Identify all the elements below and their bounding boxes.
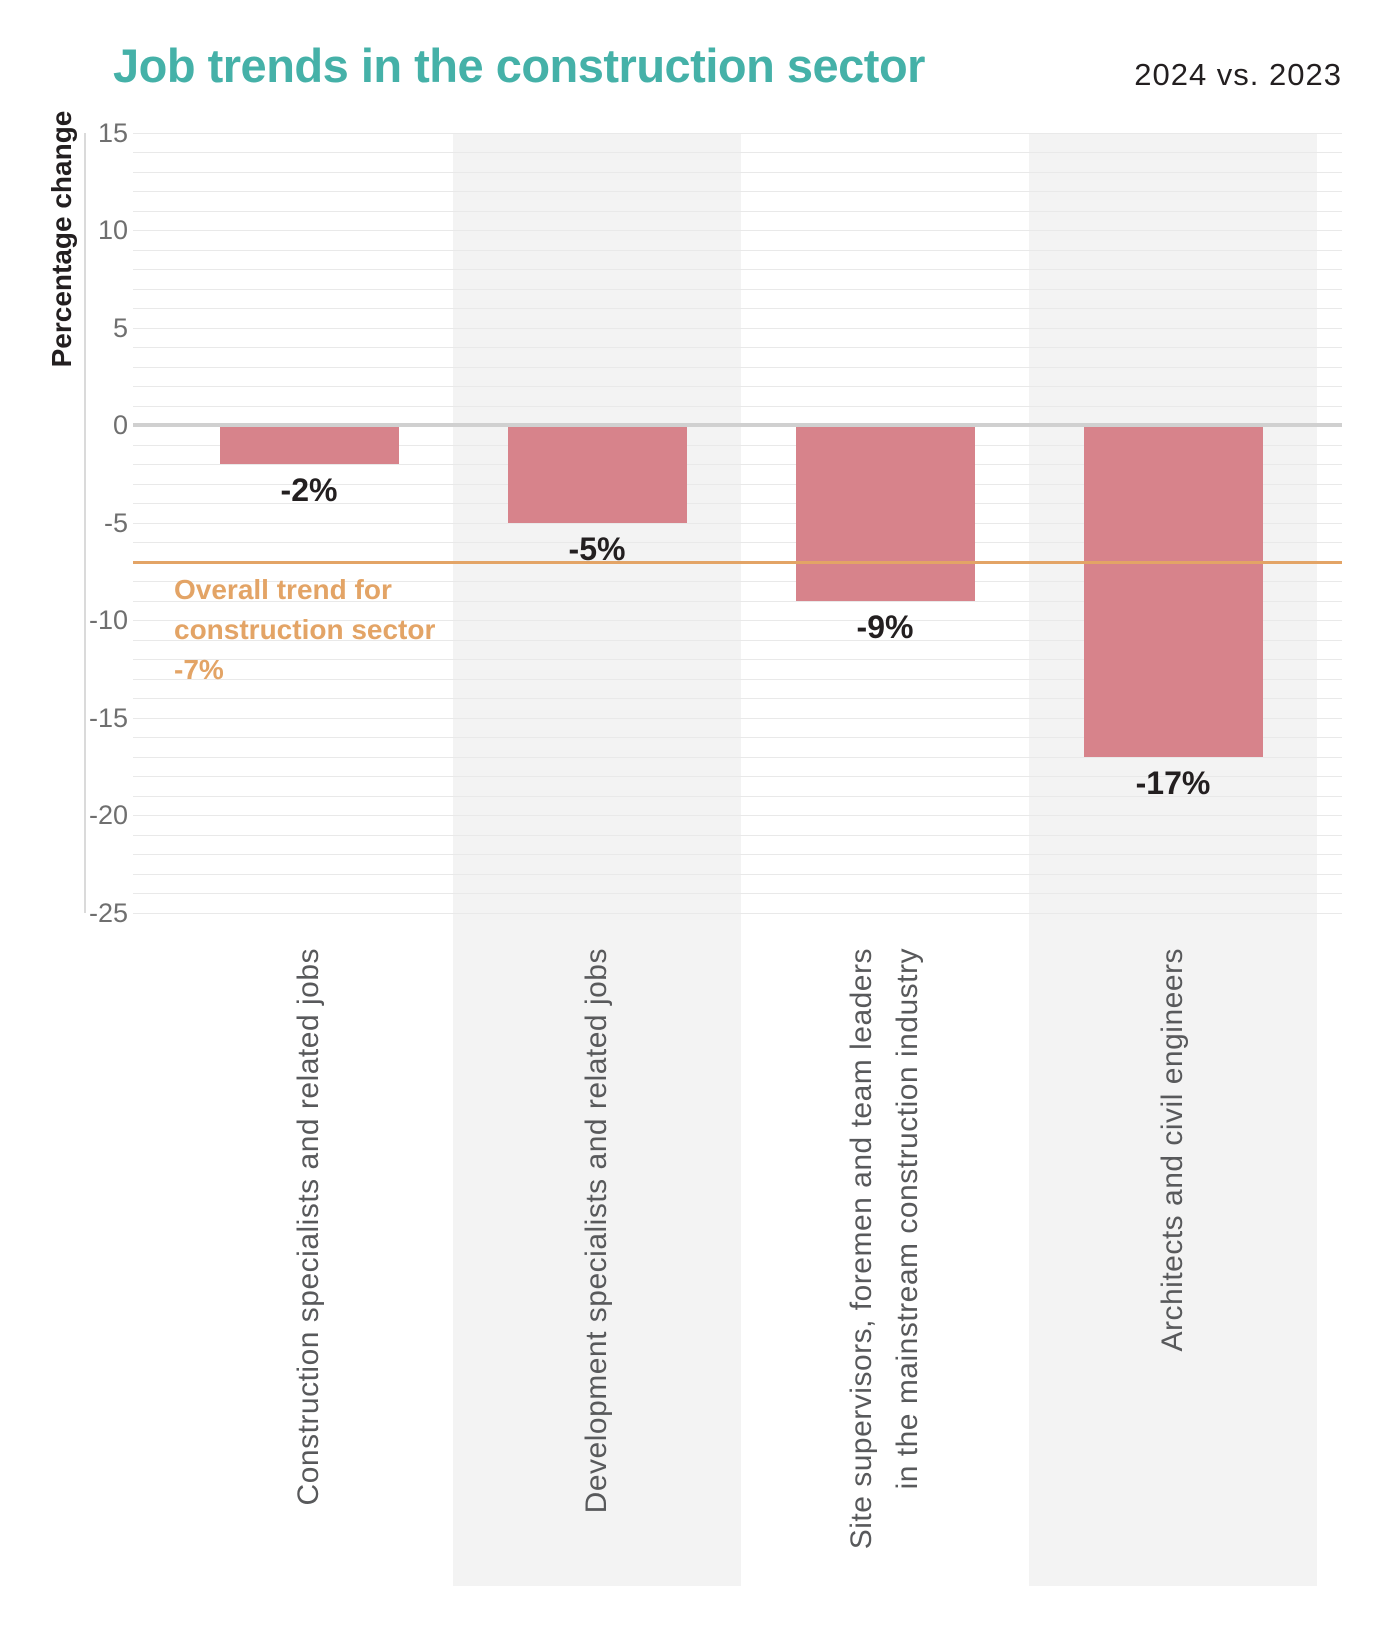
y-tick-label: 5: [112, 313, 128, 343]
gridline: [133, 464, 1342, 465]
gridline: [133, 445, 1342, 446]
gridline: [133, 893, 1342, 894]
gridline: [133, 679, 1342, 680]
y-tick-label: -5: [103, 508, 128, 538]
bar: [220, 426, 399, 464]
bar: [796, 426, 975, 601]
y-tick-label: -25: [88, 898, 128, 928]
gridline: [133, 601, 1342, 602]
gridline: [133, 367, 1342, 368]
gridline: [133, 796, 1342, 797]
category-label-line: in the mainstream construction industry: [891, 948, 924, 1490]
gridline: [133, 133, 1342, 134]
gridline: [133, 659, 1342, 660]
gridline: [133, 854, 1342, 855]
gridline: [133, 152, 1342, 153]
gridline: [133, 172, 1342, 173]
gridline: [133, 542, 1342, 543]
gridline: [133, 913, 1342, 914]
bar-value-label: -9%: [856, 609, 914, 645]
gridline: [133, 874, 1342, 875]
gridline: [133, 211, 1342, 212]
category-label: Site supervisors, foremen and team leade…: [839, 948, 931, 1588]
bar-value-label: -5%: [568, 531, 626, 567]
bar-value-label: -2%: [280, 472, 338, 508]
gridline: [133, 347, 1342, 348]
category-label-line: Site supervisors, foremen and team leade…: [845, 948, 878, 1550]
y-tick-label: 10: [97, 215, 128, 245]
bar-value-label: -17%: [1135, 765, 1211, 801]
category-label: Development specialists and related jobs: [574, 948, 620, 1588]
category-label-line: Development specialists and related jobs: [580, 948, 613, 1514]
y-axis-line: [84, 133, 86, 913]
y-tick-label: -20: [88, 800, 128, 830]
column-band: [1029, 133, 1317, 1586]
column-band: [453, 133, 741, 1586]
gridline: [133, 503, 1342, 504]
gridline: [133, 815, 1342, 816]
gridline: [133, 484, 1342, 485]
gridline: [133, 737, 1342, 738]
y-tick-label: 0: [112, 410, 128, 440]
gridline: [133, 581, 1342, 582]
category-label-line: Architects and civil engineers: [1156, 948, 1189, 1352]
gridline: [133, 289, 1342, 290]
category-label-line: Construction specialists and related job…: [292, 948, 325, 1506]
category-label: Construction specialists and related job…: [286, 948, 332, 1588]
gridline: [133, 698, 1342, 699]
gridline: [133, 835, 1342, 836]
gridline: [133, 757, 1342, 758]
zero-gridline: [133, 423, 1342, 427]
chart-subtitle: 2024 vs. 2023: [1134, 57, 1342, 92]
gridline: [133, 776, 1342, 777]
bar: [508, 426, 687, 523]
y-tick-label: 15: [97, 118, 128, 148]
trend-line: [133, 561, 1342, 564]
gridline: [133, 718, 1342, 719]
y-tick-label: -15: [88, 703, 128, 733]
gridline: [133, 328, 1342, 329]
gridline: [133, 191, 1342, 192]
gridline: [133, 523, 1342, 524]
trend-annotation-line: Overall trend for: [174, 574, 392, 605]
trend-annotation: Overall trend for construction sector -7%: [174, 570, 435, 690]
trend-annotation-line: -7%: [174, 654, 224, 685]
gridline: [133, 620, 1342, 621]
trend-annotation-line: construction sector: [174, 614, 436, 645]
gridline: [133, 386, 1342, 387]
gridline: [133, 640, 1342, 641]
chart-title: Job trends in the construction sector: [113, 39, 925, 92]
category-label: Architects and civil engineers: [1150, 948, 1196, 1588]
y-tick-label: -10: [88, 605, 128, 635]
gridline: [133, 230, 1342, 231]
bar: [1084, 426, 1263, 757]
gridline: [133, 250, 1342, 251]
gridline: [133, 269, 1342, 270]
gridline: [133, 406, 1342, 407]
gridline: [133, 308, 1342, 309]
